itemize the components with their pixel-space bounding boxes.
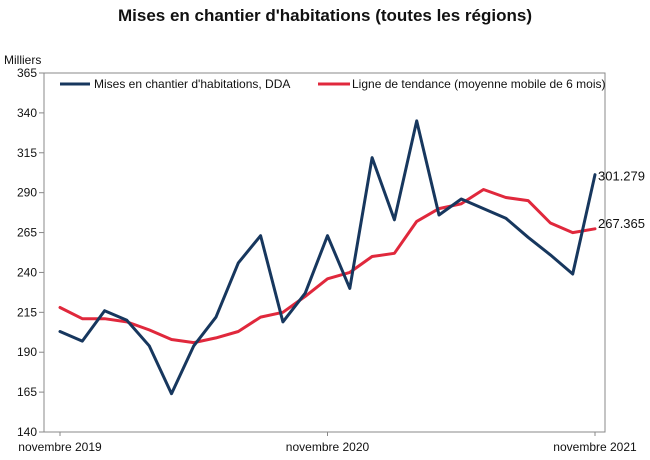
series-line-dda: [58, 119, 597, 396]
y-tick-label: 215: [17, 305, 37, 319]
series-line-trend: [58, 188, 597, 345]
end-label-dda: 301.279: [598, 169, 645, 184]
legend-label-trend: Ligne de tendance (moyenne mobile de 6 m…: [352, 77, 606, 91]
y-tick-label: 165: [17, 385, 37, 399]
chart-title: Mises en chantier d'habitations (toutes …: [117, 6, 532, 25]
y-tick-label: 190: [17, 345, 37, 359]
x-tick-label: novembre 2020: [286, 440, 370, 454]
y-axis-unit-label: Milliers: [4, 53, 42, 67]
y-tick-label: 315: [17, 146, 37, 160]
y-tick-label: 290: [17, 186, 37, 200]
end-label-trend: 267.365: [598, 216, 645, 231]
y-tick-label: 340: [17, 106, 37, 120]
x-tick-label: novembre 2019: [18, 440, 102, 454]
legend-label-dda: Mises en chantier d'habitations, DDA: [94, 77, 290, 91]
plot-frame: [43, 72, 606, 433]
y-tick-label: 240: [17, 265, 37, 279]
x-tick-label: novembre 2021: [553, 440, 637, 454]
y-tick-label: 265: [17, 226, 37, 240]
y-tick-label: 140: [17, 425, 37, 439]
y-tick-label: 365: [17, 66, 37, 80]
